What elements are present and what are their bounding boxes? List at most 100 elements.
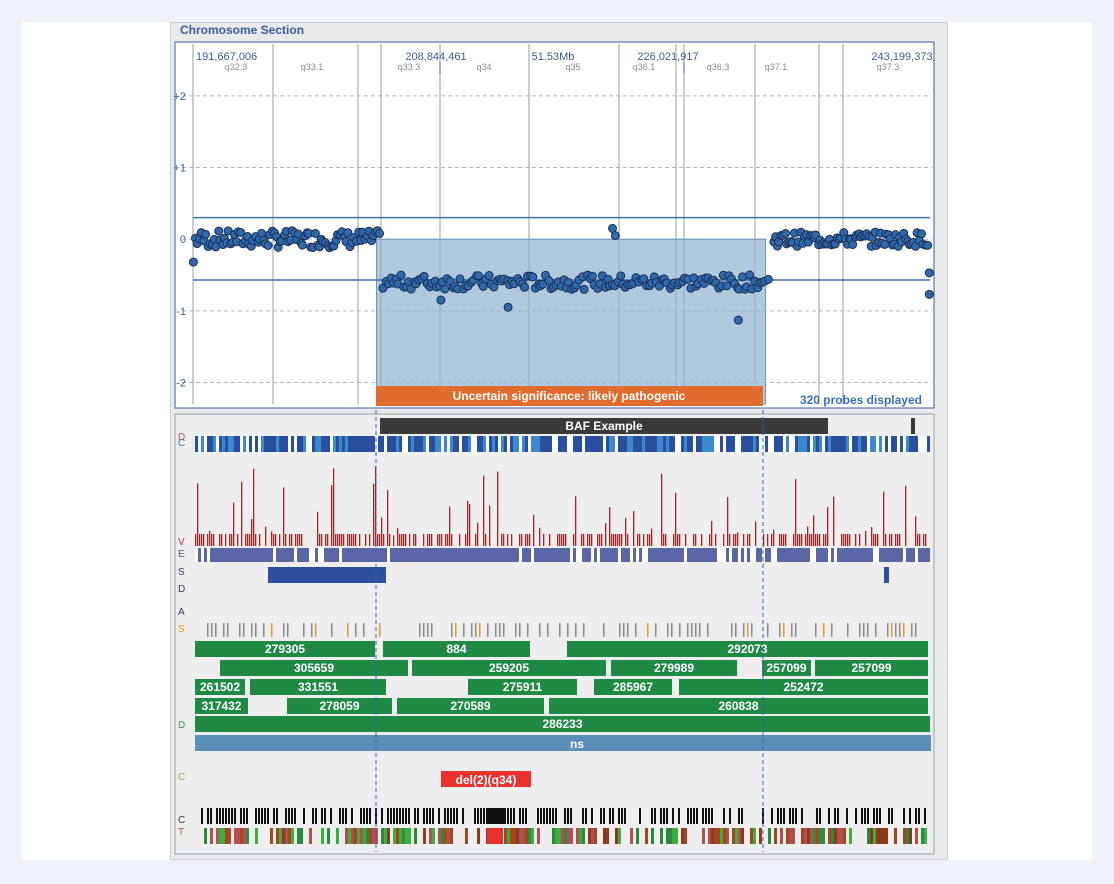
gene-block[interactable] <box>762 660 811 676</box>
variant-tick <box>533 514 535 546</box>
cnv-label-bar[interactable] <box>376 386 763 406</box>
deletion-bar[interactable] <box>441 771 531 787</box>
variant-tick <box>485 534 487 546</box>
variant-tick <box>275 534 277 546</box>
black-tick <box>564 808 566 824</box>
segmental-dup-segment <box>537 548 540 562</box>
black-tick <box>312 808 314 824</box>
gene-bar-segment <box>732 436 735 452</box>
variant-tick <box>611 534 613 546</box>
segmental-dup-segment <box>330 548 333 562</box>
gene-bar-segment <box>456 436 459 452</box>
gene-block[interactable] <box>815 660 928 676</box>
track-letter: E <box>178 549 185 560</box>
segmental-dup-segment <box>783 548 786 562</box>
segmental-dup-segment <box>897 548 900 562</box>
gene-bar-segment <box>201 436 204 452</box>
segmental-dup-segment <box>426 548 429 562</box>
segmental-dup-segment <box>507 548 510 562</box>
black-tick <box>510 808 512 824</box>
data-point <box>763 274 773 284</box>
gene-block[interactable] <box>195 698 248 714</box>
gene-bar-segment <box>516 436 519 452</box>
variant-tick <box>225 534 227 546</box>
gene-bar-segment <box>897 436 900 452</box>
gene-block[interactable] <box>195 641 375 657</box>
gene-bar-segment <box>885 436 888 452</box>
variant-tick <box>501 534 503 546</box>
data-point <box>528 272 538 282</box>
color-tick <box>681 828 684 844</box>
gene-block[interactable] <box>195 716 930 732</box>
variant-tick <box>621 534 623 546</box>
grey-tick <box>583 623 585 637</box>
black-tick <box>591 808 593 824</box>
black-tick <box>342 808 344 824</box>
variant-tick <box>333 468 335 546</box>
gene-block-label: 261502 <box>200 680 240 694</box>
gene-bar-segment <box>216 436 219 452</box>
gene-block[interactable] <box>611 660 737 676</box>
variant-tick <box>397 528 399 546</box>
segmental-dup-segment <box>333 548 336 562</box>
gene-block[interactable] <box>250 679 386 695</box>
gene-block[interactable] <box>397 698 544 714</box>
gene-block[interactable] <box>287 698 392 714</box>
gene-block[interactable] <box>412 660 606 676</box>
baf-bar[interactable] <box>380 418 828 434</box>
gene-block-label: 331551 <box>298 680 338 694</box>
gene-bar-segment <box>834 436 837 452</box>
segmental-dup-segment <box>477 548 480 562</box>
segmental-dup-segment <box>690 548 693 562</box>
black-tick <box>729 808 731 824</box>
segmental-dup-segment <box>603 548 606 562</box>
gene-bar-segment <box>675 436 678 452</box>
color-tick <box>882 828 885 844</box>
segmental-dup-segment <box>459 548 462 562</box>
cnv-label: Uncertain significance: likely pathogeni… <box>453 389 686 403</box>
gene-bar-segment <box>891 436 894 452</box>
segmental-dup-segment <box>588 548 591 562</box>
gene-block[interactable] <box>549 698 928 714</box>
gene-block[interactable] <box>383 641 530 657</box>
variant-tick <box>459 534 461 546</box>
segmental-dup-segment <box>372 548 375 562</box>
variant-tick <box>465 534 467 546</box>
red-block <box>487 828 503 844</box>
gene-bar-segment <box>303 436 306 452</box>
color-tick <box>351 828 354 844</box>
gene-block[interactable] <box>220 660 408 676</box>
variant-tick <box>877 534 879 546</box>
variant-tick <box>575 496 577 546</box>
grey-tick <box>431 623 433 637</box>
gene-bar-segment <box>285 436 288 452</box>
gene-bar-segment <box>570 436 573 452</box>
variant-tick <box>811 534 813 546</box>
segmental-dup-segment <box>204 548 207 562</box>
gene-block[interactable] <box>195 679 245 695</box>
variant-tick <box>587 534 589 546</box>
variant-tick <box>557 534 559 546</box>
cnv-region[interactable] <box>376 238 767 405</box>
gene-block[interactable] <box>468 679 577 695</box>
ns-bar[interactable] <box>195 735 931 751</box>
gene-bar-segment <box>684 436 687 452</box>
variant-tick <box>647 534 649 546</box>
gene-block[interactable] <box>679 679 928 695</box>
black-tick <box>426 808 428 824</box>
color-tick <box>354 828 357 844</box>
blue-block[interactable] <box>268 567 386 583</box>
black-tick <box>819 808 821 824</box>
color-tick <box>675 828 678 844</box>
grey-tick <box>779 623 781 637</box>
gene-block[interactable] <box>567 641 928 657</box>
color-tick <box>702 828 705 844</box>
black-tick <box>801 808 803 824</box>
gene-bar-segment <box>360 436 363 452</box>
grey-tick <box>815 623 817 637</box>
gene-block[interactable] <box>594 679 672 695</box>
grey-tick <box>791 623 793 637</box>
segmental-dup-segment <box>504 548 507 562</box>
black-tick <box>423 808 425 824</box>
variant-tick <box>747 534 749 546</box>
